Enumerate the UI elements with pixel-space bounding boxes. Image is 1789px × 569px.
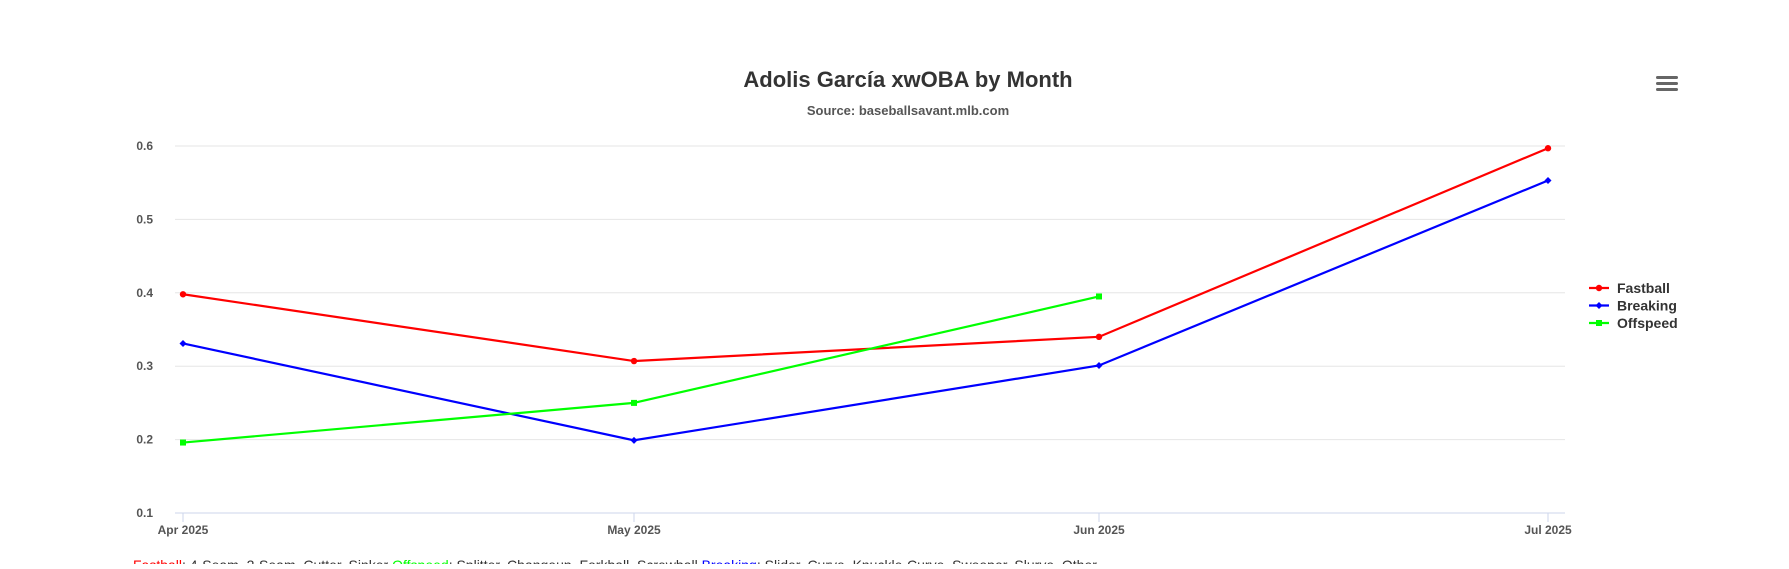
hamburger-menu-icon <box>1656 76 1678 91</box>
axes: 0.1 0.2 0.3 0.4 0.5 0.6 Apr 2025 May 2025 Jun 20… <box>136 139 1572 537</box>
footnote-segment: : 4-Seam, 2-Seam, Cutter, Sinker <box>182 557 389 564</box>
y-tick-label: 0.5 <box>136 212 153 226</box>
data-point[interactable] <box>179 339 187 347</box>
legend-label: Fastball <box>1617 280 1670 296</box>
data-point[interactable] <box>179 291 187 298</box>
x-tick-label: May 2025 <box>607 523 661 537</box>
series-offspeed <box>180 293 1102 446</box>
footnote-segment: Offspeed <box>388 557 448 564</box>
series-fastball <box>179 145 1552 365</box>
series-line <box>182 179 1549 442</box>
x-tick-label: Jul 2025 <box>1524 523 1572 537</box>
footnote-segment: : Slider, Curve, Knuckle-Curve, Sweeper,… <box>757 557 1097 564</box>
y-tick-label: 0.4 <box>136 286 153 300</box>
legend-label: Offspeed <box>1617 315 1678 331</box>
y-tick-label: 0.3 <box>136 359 153 373</box>
data-point[interactable] <box>180 439 186 446</box>
x-tick-label: Jun 2025 <box>1073 523 1125 537</box>
series-line <box>182 295 1100 444</box>
y-tick-label: 0.1 <box>136 506 153 520</box>
legend-marker <box>1595 302 1603 309</box>
footnote-segment: Breaking <box>698 557 757 564</box>
legend-item-fastball[interactable]: Fastball <box>1589 280 1670 296</box>
legend-item-breaking[interactable]: Breaking <box>1589 298 1677 314</box>
data-point[interactable] <box>631 399 637 406</box>
data-point[interactable] <box>1096 293 1102 300</box>
data-point[interactable] <box>1544 145 1552 152</box>
data-point[interactable] <box>1095 361 1103 369</box>
y-tick-label: 0.2 <box>136 433 153 447</box>
legend-item-offspeed[interactable]: Offspeed <box>1589 315 1678 331</box>
series-line <box>182 147 1549 363</box>
data-point[interactable] <box>1544 176 1552 184</box>
series-lines <box>179 145 1552 446</box>
legend-marker <box>1595 284 1603 292</box>
chart-title: Adolis García xwOBA by Month <box>743 67 1072 92</box>
data-point[interactable] <box>630 436 638 444</box>
pitch-type-footnote: Fastball: 4-Seam, 2-Seam, Cutter, Sinker… <box>133 557 1097 564</box>
chart-subtitle: Source: baseballsavant.mlb.com <box>807 103 1009 118</box>
series-breaking <box>179 176 1552 444</box>
footnote-segment: : Splitter, Changeup, Forkball, Screwbal… <box>449 557 698 564</box>
menu-button[interactable] <box>1656 75 1678 93</box>
y-tick-label: 0.6 <box>136 139 153 153</box>
data-point[interactable] <box>630 357 638 365</box>
data-point[interactable] <box>1095 333 1103 341</box>
gridlines <box>175 145 1565 514</box>
footnote-segment: Fastball <box>133 557 182 564</box>
x-tick-label: Apr 2025 <box>158 523 209 537</box>
legend-label: Breaking <box>1617 298 1677 314</box>
legend-marker <box>1596 320 1602 326</box>
